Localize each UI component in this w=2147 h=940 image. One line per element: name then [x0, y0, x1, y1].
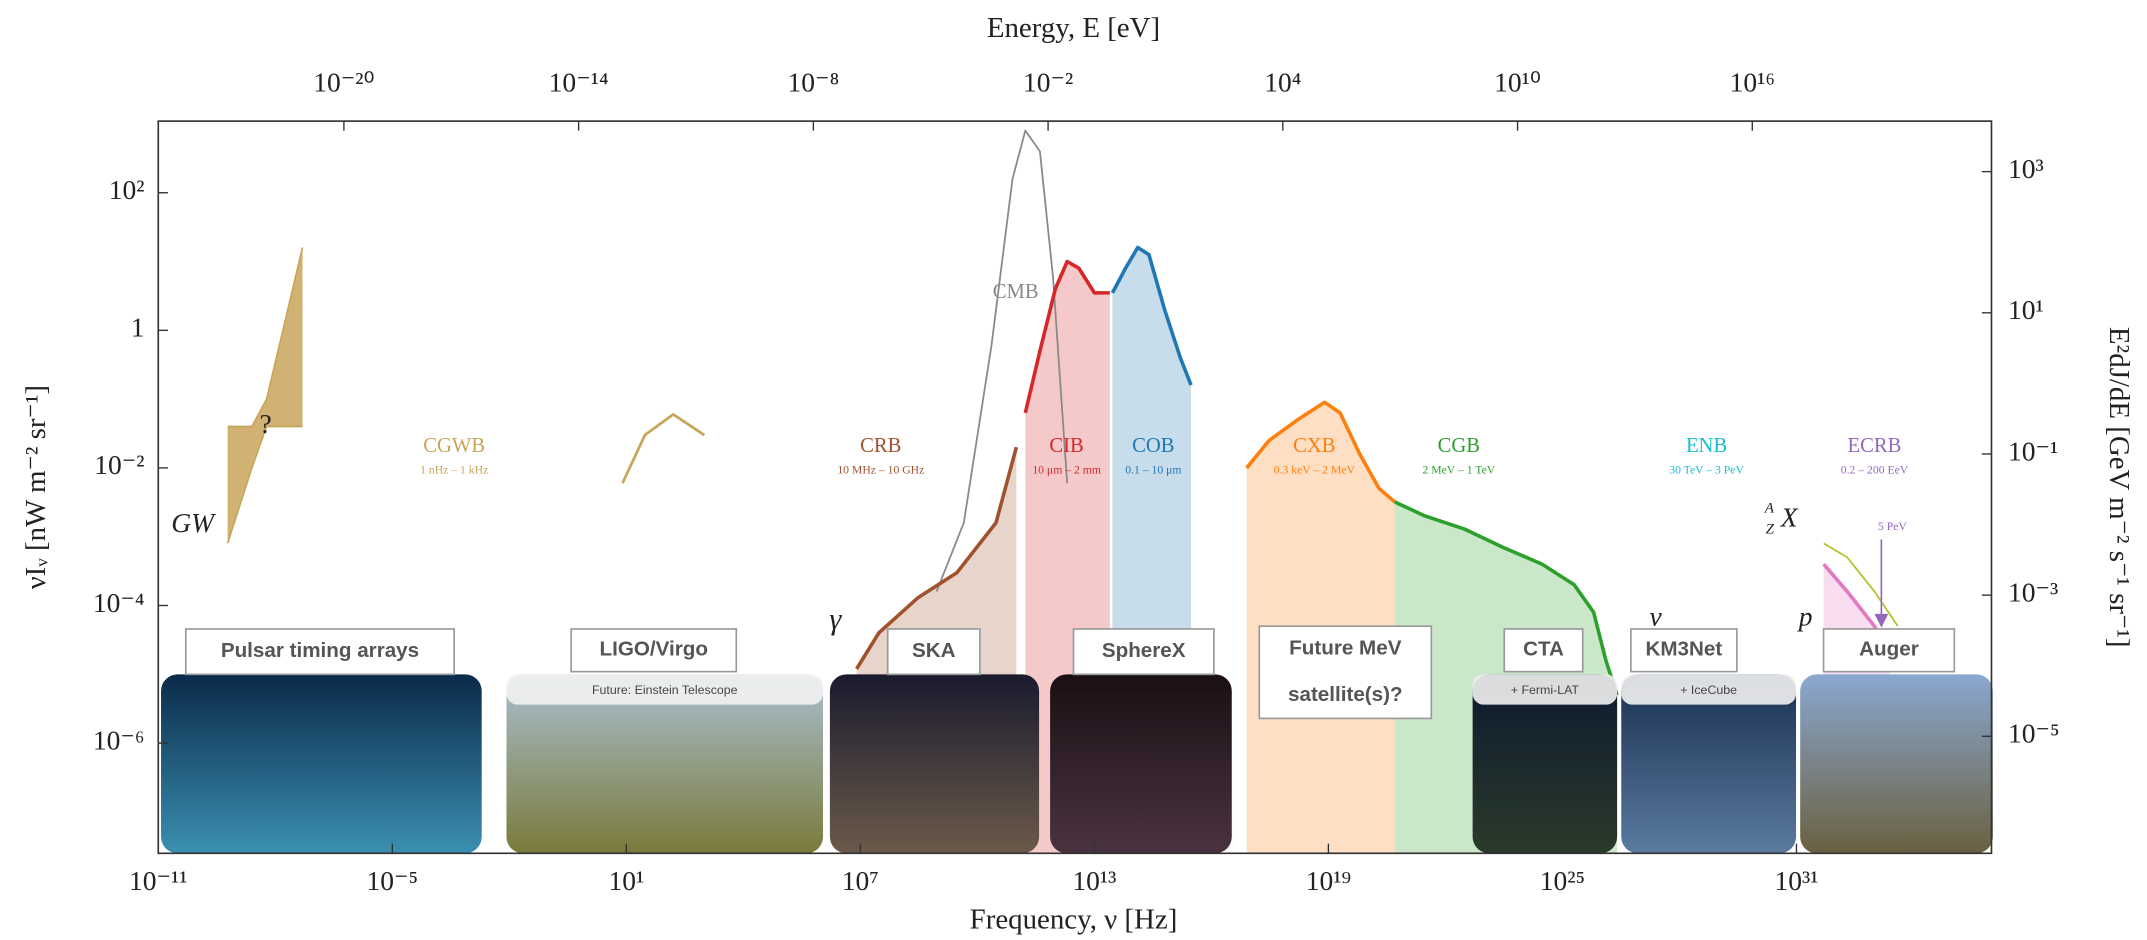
series-range: 10 μm – 2 mm — [1032, 463, 1101, 476]
x2-tick-label: 10⁻²⁰ — [313, 67, 374, 98]
x-tick-label: 10¹³ — [1072, 865, 1116, 896]
x2-tick-label: 10¹⁰ — [1494, 67, 1541, 98]
instrument-note: Future: Einstein Telescope — [592, 683, 738, 697]
arrow-head — [1874, 614, 1888, 628]
series-range: 2 MeV – 1 TeV — [1422, 463, 1495, 476]
instrument-photo — [1800, 674, 1993, 853]
series-label: CGB — [1438, 435, 1480, 457]
x2-tick-label: 10¹⁶ — [1730, 67, 1775, 98]
y2-tick-label: 10¹ — [2008, 294, 2044, 325]
series-line — [622, 414, 704, 483]
series-label: CMB — [993, 281, 1039, 303]
series-range: 0.3 keV – 2 MeV — [1274, 463, 1356, 476]
series-label: CGWB — [423, 435, 485, 457]
instrument-name: SKA — [912, 639, 956, 662]
instrument-name: SphereX — [1102, 639, 1186, 662]
series-label: CIB — [1049, 435, 1083, 457]
instrument-note: + Fermi-LAT — [1511, 683, 1580, 697]
series-label: ENB — [1686, 435, 1727, 457]
x2-tick-label: 10⁻¹⁴ — [549, 67, 609, 98]
instrument-photo — [1050, 674, 1232, 853]
series-label: CXB — [1293, 435, 1335, 457]
y-tick-label: 1 — [131, 312, 145, 343]
series-label: CRB — [860, 435, 901, 457]
instrument-name: LIGO/Virgo — [599, 638, 707, 661]
instrument-name: satellite(s)? — [1288, 683, 1403, 706]
series-label: X — [1780, 502, 1799, 533]
instrument-name: Future MeV — [1289, 637, 1402, 660]
y-tick-label: 10⁻⁶ — [93, 724, 145, 755]
x-tick-label: 10⁷ — [842, 865, 879, 896]
instrument-photo — [830, 674, 1039, 853]
label-sub: Z — [1766, 521, 1775, 537]
instrument-name: CTA — [1523, 638, 1564, 661]
annotation-range: 0.2 – 200 EeV — [1841, 463, 1909, 476]
y-axis-title: νIᵥ [nW m⁻² sr⁻¹] — [20, 385, 52, 589]
instrument-photo — [161, 674, 482, 853]
x2-tick-label: 10⁻⁸ — [788, 67, 840, 98]
y2-tick-label: 10⁻⁵ — [2008, 718, 2060, 749]
x-tick-label: 10²⁵ — [1540, 865, 1585, 896]
annotation: γ — [829, 602, 842, 636]
series-label: COB — [1132, 435, 1174, 457]
instrument-name: Pulsar timing arrays — [221, 639, 419, 662]
series-range: 0.1 – 10 μm — [1125, 463, 1181, 476]
annotation: 5 PeV — [1878, 520, 1907, 533]
series-range: 30 TeV – 3 PeV — [1669, 463, 1744, 476]
label-sup: A — [1764, 501, 1775, 517]
annotation: ? — [260, 408, 272, 439]
annotation: ECRB — [1848, 435, 1902, 457]
annotation: GW — [171, 507, 216, 538]
x2-tick-label: 10⁻² — [1023, 67, 1073, 98]
y-tick-label: 10⁻² — [94, 449, 144, 480]
chart: Energy, E [eV] Frequency, ν [Hz] νIᵥ [nW… — [0, 0, 2147, 940]
y-tick-label: 10² — [109, 174, 145, 205]
series-range: 1 nHz – 1 kHz — [420, 463, 488, 476]
x-tick-label: 10³¹ — [1774, 865, 1818, 896]
series-range: 10 MHz – 10 GHz — [837, 463, 924, 476]
annotation: ν — [1650, 601, 1663, 632]
y2-tick-label: 10³ — [2008, 153, 2044, 184]
y2-axis-title: E²dJ/dE [GeV m⁻² s⁻¹ sr⁻¹] — [2103, 327, 2135, 648]
y-tick-label: 10⁻⁴ — [93, 587, 145, 618]
x-tick-label: 10⁻¹¹ — [129, 865, 188, 896]
series-label: p — [1797, 601, 1813, 632]
instrument-note: + IceCube — [1680, 683, 1737, 697]
x2-tick-label: 10⁴ — [1264, 67, 1301, 98]
x2-axis-title: Energy, E [eV] — [987, 12, 1160, 44]
x-tick-label: 10¹⁹ — [1306, 865, 1351, 896]
x-axis-title: Frequency, ν [Hz] — [970, 904, 1178, 936]
instrument-name: Auger — [1859, 638, 1919, 661]
y2-tick-label: 10⁻¹ — [2008, 435, 2058, 466]
x-tick-label: 10⁻⁵ — [366, 865, 418, 896]
x-tick-label: 10¹ — [608, 865, 644, 896]
instruments: Pulsar timing arrays Future: Einstein Tel… — [161, 626, 1993, 853]
instrument-name: KM3Net — [1645, 638, 1722, 661]
y2-tick-label: 10⁻³ — [2008, 576, 2058, 607]
